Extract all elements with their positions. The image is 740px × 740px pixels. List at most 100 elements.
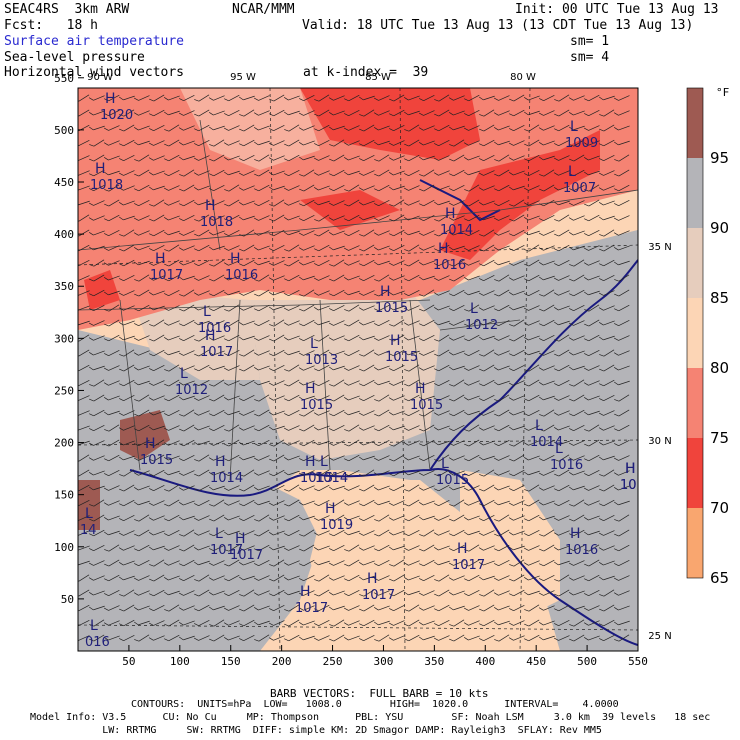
wind-barb <box>583 125 600 131</box>
wind-barb <box>299 95 315 101</box>
wind-barb <box>389 109 405 117</box>
wind-barb <box>479 575 495 581</box>
wind-barb <box>463 140 480 146</box>
wind-barb <box>134 544 150 552</box>
pressure-value: 1020 <box>100 108 133 123</box>
wind-barb <box>179 319 195 327</box>
colorbar-label: 80 <box>710 359 729 377</box>
longitude-label: 90 W <box>87 72 113 83</box>
wind-barb <box>403 335 420 341</box>
wind-barb <box>284 154 300 162</box>
wind-barb <box>524 154 540 162</box>
wind-barb <box>328 575 345 581</box>
wind-barb <box>134 320 150 326</box>
pressure-value: 1017 <box>295 601 328 616</box>
wind-barb <box>614 440 630 446</box>
wind-barb <box>314 94 330 102</box>
wind-barb <box>224 290 240 296</box>
pressure-center-letter: H <box>215 454 226 470</box>
wind-barb <box>328 320 345 326</box>
wind-barb <box>493 215 510 221</box>
wind-barb <box>539 184 555 192</box>
wind-barb <box>164 379 180 387</box>
wind-barb <box>419 529 435 537</box>
y-tick-label: 400 <box>54 228 74 241</box>
pressure-center-letter: H <box>235 531 246 547</box>
wind-barb <box>494 544 510 552</box>
wind-barb <box>434 560 450 566</box>
wind-barb <box>254 169 270 177</box>
wind-barb <box>599 589 615 597</box>
wind-barb <box>478 170 495 176</box>
wind-barb <box>209 274 225 282</box>
wind-barb <box>314 334 330 342</box>
wind-barb <box>449 379 465 387</box>
wind-barb <box>554 200 570 206</box>
wind-barb <box>103 605 120 611</box>
wind-barb <box>329 185 345 191</box>
wind-barb <box>374 260 390 266</box>
wind-barb <box>479 349 495 357</box>
wind-barb <box>89 154 105 162</box>
wind-barb <box>344 319 360 327</box>
wind-barb <box>568 470 585 476</box>
pressure-center-letter: L <box>90 618 98 634</box>
wind-barb <box>554 320 570 326</box>
wind-barb <box>194 200 210 206</box>
wind-barb <box>508 260 525 266</box>
wind-barb <box>179 395 195 401</box>
wind-barb <box>194 124 210 132</box>
wind-barb <box>284 590 300 596</box>
wind-barb <box>479 244 495 252</box>
wind-barb <box>463 515 480 521</box>
wind-barb <box>479 589 495 597</box>
wind-barb <box>388 515 405 521</box>
wind-barb <box>209 139 225 147</box>
pressure-center-letter: L <box>470 301 478 317</box>
x-tick-label: 150 <box>221 655 241 668</box>
colorbar-unit: °F <box>716 86 729 99</box>
wind-barb <box>599 215 615 221</box>
wind-barb <box>164 590 180 596</box>
wind-barb <box>539 335 555 341</box>
wind-barb <box>359 619 375 627</box>
pressure-value: 1017 <box>230 548 263 563</box>
pressure-value: 1015 <box>300 398 333 413</box>
wind-barb <box>299 635 315 641</box>
wind-barb <box>119 515 135 521</box>
wind-barb <box>134 154 150 162</box>
wind-barb <box>538 125 555 131</box>
wind-barb <box>478 560 495 566</box>
wind-barb <box>599 335 615 341</box>
x-axis-ticks: 50 100 150 200 250 300 350 400 450 500 550 <box>122 645 648 668</box>
wind-barb <box>539 95 555 101</box>
wind-barb <box>254 529 270 537</box>
barb-legend: BARB VECTORS: FULL BARB = 10 kts <box>270 687 489 700</box>
wind-barb <box>134 620 150 626</box>
wind-barb <box>569 169 585 177</box>
wind-barb <box>359 335 375 341</box>
colorbar-label: 75 <box>710 429 729 447</box>
wind-barb <box>569 365 585 371</box>
field-surface-temperature: Surface air temperature <box>4 34 185 49</box>
wind-barb <box>118 425 135 431</box>
wind-barb <box>209 185 225 191</box>
wind-barb <box>88 320 105 326</box>
model-name: SEAC4RS 3km ARW <box>4 2 130 17</box>
wind-barb <box>164 110 180 116</box>
wind-barb <box>599 619 615 627</box>
wind-barb <box>344 439 360 447</box>
wind-barb <box>284 619 300 627</box>
wind-barb <box>389 305 405 311</box>
wind-barb <box>373 95 390 101</box>
wind-barb <box>344 170 360 176</box>
wind-barb <box>104 424 120 432</box>
wind-barb <box>239 395 255 401</box>
wind-barb <box>329 634 345 642</box>
pressure-center-letter: H <box>457 541 468 557</box>
wind-barb <box>494 140 510 146</box>
wind-barb <box>344 470 360 476</box>
latitude-label: 25 N <box>648 631 671 642</box>
wind-barb <box>133 350 150 356</box>
wind-barb <box>404 170 420 176</box>
